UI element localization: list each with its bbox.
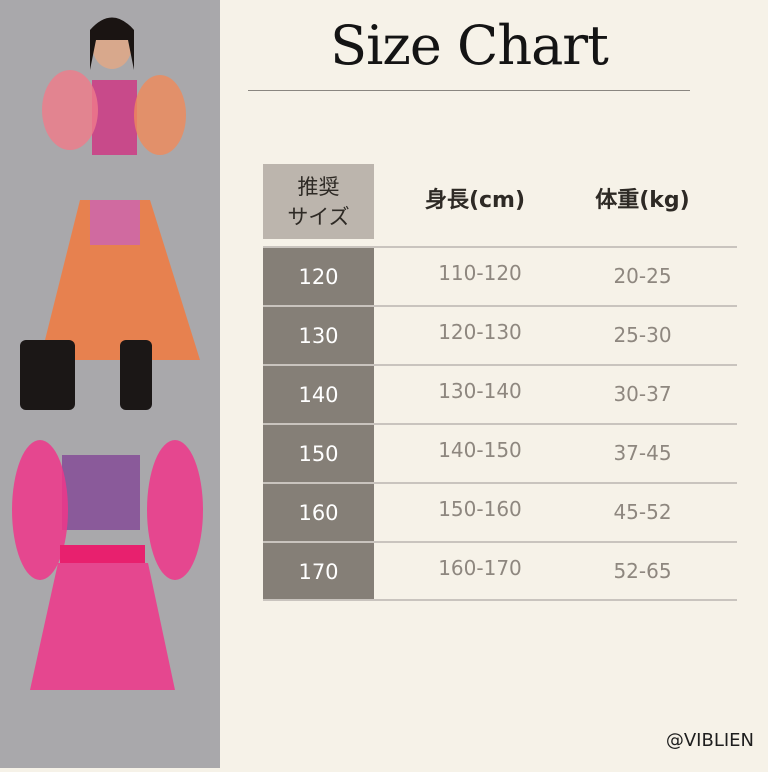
- weight-cell: 37-45: [613, 441, 672, 465]
- weight-cell: 25-30: [613, 323, 672, 347]
- weight-cell: 30-37: [613, 382, 672, 406]
- model-photo: [20, 17, 200, 410]
- size-cell: 160: [263, 484, 374, 541]
- header-recommended-size: 推奨 サイズ: [263, 164, 374, 239]
- header-height: 身長(cm): [424, 187, 526, 213]
- weight-cell: 45-52: [613, 500, 672, 524]
- table-row: 160 150-160 45-52: [263, 482, 737, 541]
- size-cell: 130: [263, 307, 374, 364]
- size-cell: 120: [263, 248, 374, 305]
- size-cell: 140: [263, 366, 374, 423]
- height-cell: 140-150: [438, 438, 522, 462]
- product-photos: [12, 17, 203, 690]
- size-cell: 150: [263, 425, 374, 482]
- table-row: 140 130-140 30-37: [263, 364, 737, 423]
- table-bottom-rule: [263, 599, 737, 601]
- brand-handle: @VIBLIEN: [665, 730, 754, 751]
- table-row: 150 140-150 37-45: [263, 423, 737, 482]
- table-row: 170 160-170 52-65: [263, 541, 737, 600]
- product-photo-panel: [0, 0, 220, 768]
- table-row: 120 110-120 20-25: [263, 246, 737, 305]
- title-divider: [248, 90, 690, 91]
- size-cell: 170: [263, 543, 374, 600]
- table-row: 130 120-130 25-30: [263, 305, 737, 364]
- height-cell: 130-140: [438, 379, 522, 403]
- weight-cell: 20-25: [613, 264, 672, 288]
- height-cell: 150-160: [438, 497, 522, 521]
- page-title: Size Chart: [330, 14, 609, 77]
- height-cell: 120-130: [438, 320, 522, 344]
- height-cell: 160-170: [438, 556, 522, 580]
- weight-cell: 52-65: [613, 559, 672, 583]
- header-weight: 体重(kg): [595, 187, 690, 213]
- height-cell: 110-120: [438, 261, 522, 285]
- garment-photo: [12, 440, 203, 690]
